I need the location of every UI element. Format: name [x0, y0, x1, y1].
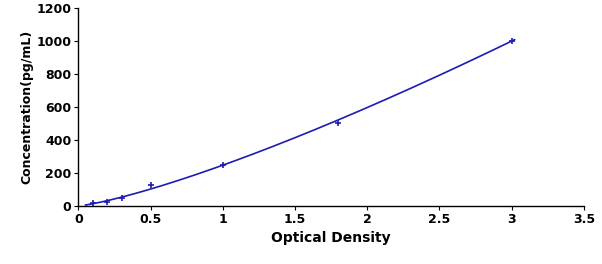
Y-axis label: Concentration(pg/mL): Concentration(pg/mL) — [20, 30, 34, 184]
X-axis label: Optical Density: Optical Density — [272, 232, 391, 246]
